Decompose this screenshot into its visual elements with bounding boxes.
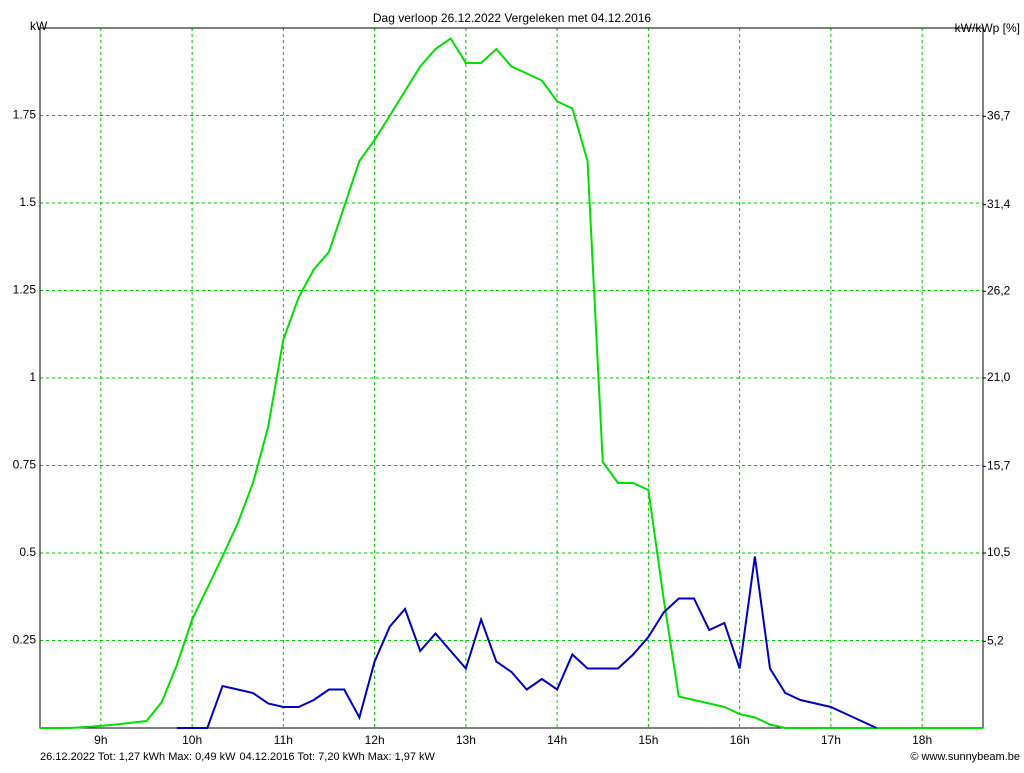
x-tick-label: 15h [638, 733, 658, 747]
chart-title: Dag verloop 26.12.2022 Vergeleken met 04… [373, 11, 652, 25]
x-tick-label: 11h [274, 733, 293, 747]
y2-axis-label: kW/kWp [%] [955, 21, 1020, 35]
x-tick-label: 13h [456, 733, 476, 747]
x-tick-label: 14h [547, 733, 567, 747]
y2-tick-label: 31,4 [987, 197, 1011, 211]
x-tick-label: 18h [912, 733, 932, 747]
y-tick-label: 0.5 [19, 545, 36, 559]
y2-tick-label: 21,0 [987, 370, 1011, 384]
legend-entry: 04.12.2016 Tot: 7,20 kWh Max: 1,97 kW [239, 751, 435, 763]
y-tick-label: 0.25 [13, 633, 37, 647]
y2-tick-label: 5,2 [987, 634, 1004, 648]
y2-tick-label: 15,7 [987, 459, 1011, 473]
legend-entry: 26.12.2022 Tot: 1,27 kWh Max: 0,49 kW [40, 751, 236, 763]
credit: © www.sunnybeam.be [910, 751, 1020, 763]
x-tick-label: 12h [365, 733, 385, 747]
x-tick-label: 10h [182, 733, 202, 747]
y-tick-label: 1.25 [13, 283, 37, 297]
y-tick-label: 1 [29, 370, 36, 384]
y-tick-label: 1.75 [13, 108, 37, 122]
y-tick-label: 1.5 [19, 195, 36, 209]
y-axis-label: kW [30, 19, 48, 33]
line-series [40, 37, 983, 729]
x-tick-label: 17h [821, 733, 841, 747]
x-tick-label: 16h [730, 733, 750, 747]
y-tick-label: 0.75 [13, 458, 37, 472]
y2-tick-label: 10,5 [987, 545, 1011, 559]
y2-tick-label: 26,2 [987, 284, 1011, 298]
x-tick-label: 9h [94, 733, 107, 747]
line-series [176, 556, 877, 729]
y2-tick-label: 36,7 [987, 109, 1011, 123]
plot-border [39, 27, 984, 729]
